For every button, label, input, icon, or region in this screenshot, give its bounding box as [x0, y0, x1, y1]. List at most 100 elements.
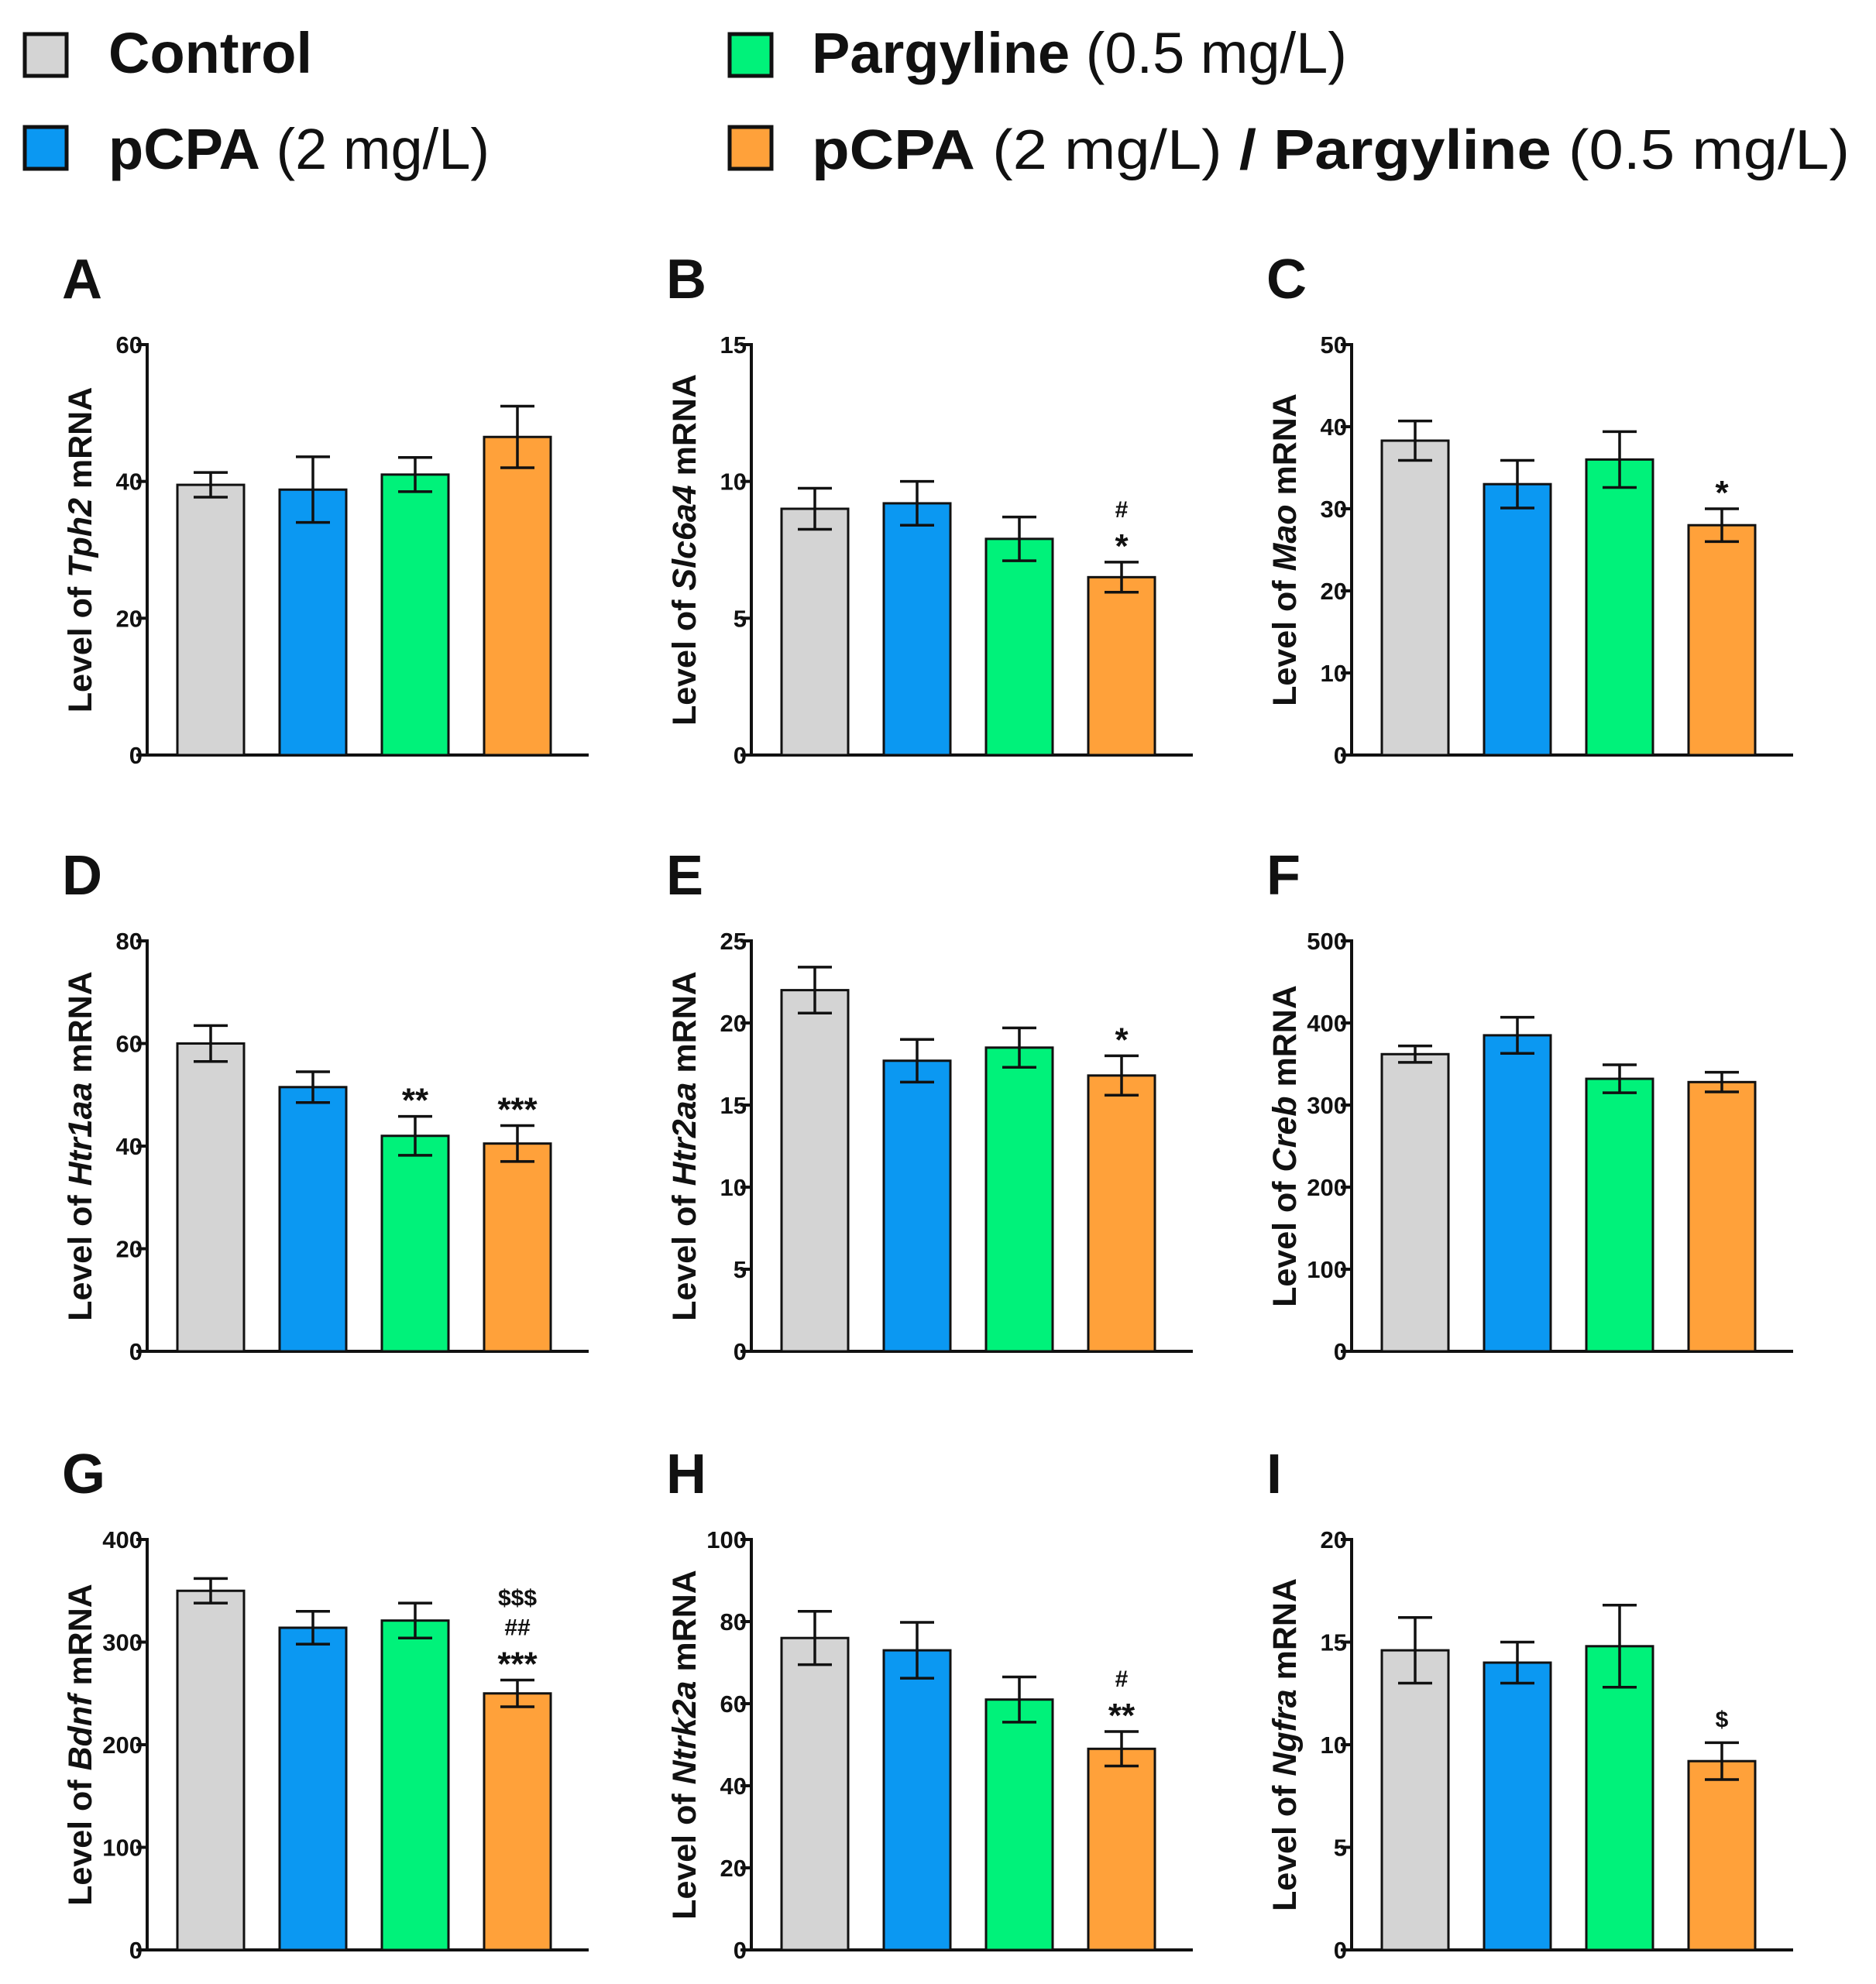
- panel-g-tick-label: 100: [102, 1835, 143, 1862]
- panel-h-bar-1: [780, 1636, 850, 1951]
- panel-c: C 0 10 20 30 40 50 Level of Mao mRNA *: [1266, 249, 1793, 769]
- panel-c-tick-label: 10: [1321, 660, 1347, 687]
- panel-h-bar-2: [882, 1649, 952, 1951]
- panel-h-tick-label: 80: [720, 1608, 747, 1636]
- panel-h-bar-4: [1087, 1747, 1156, 1951]
- panel-i-bar-2: [1483, 1661, 1552, 1951]
- legend-label-pcpa-dose: (2 mg/L): [260, 117, 490, 181]
- panel-b-tick-label: 5: [734, 605, 747, 632]
- panel-g-significance: ##: [504, 1615, 531, 1641]
- legend-label-combo-bold: pCPA: [812, 119, 975, 181]
- legend-item-control: Control: [22, 21, 312, 85]
- panel-c-significance: *: [1715, 474, 1729, 512]
- panel-b-tick-label: 0: [734, 742, 747, 769]
- panel-d-significance: **: [402, 1082, 429, 1120]
- panel-e-significance: *: [1115, 1021, 1129, 1059]
- panel-a-bar-4: [483, 435, 552, 757]
- panel-f-tick-label: 400: [1307, 1010, 1347, 1037]
- panel-c-tick-label: 20: [1321, 578, 1347, 605]
- panel-h-ylabel: Level of Ntrk2a mRNA: [666, 1570, 703, 1920]
- panel-c-bar-4: [1687, 523, 1757, 757]
- panel-e-tick-label: 0: [734, 1338, 747, 1365]
- svg-text:Pargyline (0.5 mg/L): Pargyline (0.5 mg/L): [812, 21, 1347, 85]
- legend-swatch-pcpa: [22, 125, 69, 171]
- panel-f-tick-label: 500: [1307, 928, 1347, 955]
- panel-g-bar-3: [380, 1619, 450, 1951]
- legend-label-pargyline-bold: Pargyline: [812, 21, 1070, 85]
- panel-d-tick-label: 20: [116, 1236, 143, 1263]
- panel-f-bar-3: [1585, 1077, 1654, 1353]
- panel-c-tick-label: 50: [1321, 331, 1347, 359]
- panel-e-bar-4: [1087, 1074, 1156, 1353]
- panel-c-letter: C: [1266, 249, 1307, 311]
- panel-i-significance: $: [1716, 1707, 1729, 1732]
- panel-h-tick-label: 0: [734, 1937, 747, 1964]
- legend-label-control: Control: [108, 21, 312, 85]
- panel-b-bar-2: [882, 502, 952, 757]
- panel-a-tick-label: 60: [116, 331, 143, 359]
- panel-f: F 0 100 200 300 400 500 Level of Creb mRNA: [1266, 845, 1793, 1365]
- panel-f-tick-label: 100: [1307, 1256, 1347, 1283]
- legend-label-combo-dose: (2 mg/L): [975, 119, 1239, 181]
- panel-a-tick-label: 40: [116, 469, 143, 496]
- panel-f-bar-4: [1687, 1080, 1757, 1353]
- panel-b-bar-3: [984, 537, 1054, 757]
- panel-e-tick-label: 20: [720, 1010, 747, 1037]
- legend-swatch-combo: [727, 125, 774, 171]
- panel-f-bar-2: [1483, 1034, 1552, 1353]
- panel-g-ylabel: Level of Bdnf mRNA: [62, 1584, 99, 1906]
- panel-b-bar-1: [780, 507, 850, 757]
- panel-b-significance: *: [1115, 527, 1129, 565]
- panel-c-bar-2: [1483, 482, 1552, 757]
- legend-label-combo-dose2: (0.5 mg/L): [1551, 119, 1850, 181]
- panel-g-tick-label: 300: [102, 1629, 143, 1656]
- panel-f-tick-label: 200: [1307, 1174, 1347, 1201]
- panel-h-tick-label: 100: [706, 1526, 747, 1553]
- panel-g-bar-2: [278, 1626, 348, 1951]
- panel-a-bar-1: [176, 483, 246, 757]
- panel-a-ylabel: Level of Tph2 mRNA: [62, 387, 99, 713]
- panel-i-tick-label: 15: [1321, 1629, 1347, 1656]
- legend-item-combo: pCPA (2 mg/L) / Pargyline (0.5 mg/L): [727, 119, 1850, 181]
- panel-a-bar-3: [380, 473, 450, 757]
- panel-a-bar-2: [278, 488, 348, 757]
- panel-a-tick-label: 20: [116, 605, 143, 632]
- panel-a-letter: A: [62, 249, 102, 311]
- panel-h-tick-label: 60: [720, 1691, 747, 1718]
- panel-e-tick-label: 5: [734, 1256, 747, 1283]
- panel-g: G 0 100 200 300 400 Level of Bdnf mRNA $$$ ## ***: [62, 1443, 589, 1964]
- svg-text:pCPA (2 mg/L) / Pargyline (0.5: pCPA (2 mg/L) / Pargyline (0.5 mg/L): [812, 119, 1850, 181]
- panel-f-letter: F: [1266, 845, 1300, 907]
- legend-label-pargyline-dose: (0.5 mg/L): [1070, 21, 1347, 85]
- panel-d-significance: ***: [497, 1091, 538, 1129]
- panel-c-tick-label: 40: [1321, 414, 1347, 441]
- panel-g-bar-4: [483, 1692, 552, 1951]
- panel-e: E 0 5 10 15 20 25 Level of Htr2aa mRNA *: [666, 845, 1193, 1365]
- panel-b-bar-4: [1087, 575, 1156, 757]
- legend: Control pCPA (2 mg/L) Pargyline (0.5 mg/…: [22, 21, 1850, 181]
- panel-f-ylabel: Level of Creb mRNA: [1266, 985, 1304, 1307]
- panel-g-tick-label: 0: [129, 1937, 143, 1964]
- panel-b-tick-label: 15: [720, 331, 747, 359]
- panel-i-bar-3: [1585, 1645, 1654, 1951]
- panel-g-tick-label: 200: [102, 1732, 143, 1759]
- panel-d-bar-4: [483, 1142, 552, 1353]
- panel-g-significance: $$$: [498, 1586, 537, 1612]
- legend-label-pcpa-bold: pCPA: [108, 117, 260, 181]
- panel-g-letter: G: [62, 1443, 105, 1505]
- panel-d-bar-1: [176, 1042, 246, 1353]
- legend-item-pcpa: pCPA (2 mg/L): [22, 117, 490, 181]
- panel-i-ylabel: Level of Ngfra mRNA: [1266, 1578, 1304, 1911]
- panel-i-tick-label: 0: [1334, 1937, 1347, 1964]
- panel-c-tick-label: 0: [1334, 742, 1347, 769]
- legend-label-combo-bold2: / Pargyline: [1239, 119, 1551, 181]
- panel-d-tick-label: 60: [116, 1031, 143, 1058]
- panel-e-tick-label: 25: [720, 928, 747, 955]
- legend-item-pargyline: Pargyline (0.5 mg/L): [727, 21, 1347, 85]
- panel-i: I 0 5 10 15 20 Level of Ngfra mRNA $: [1266, 1443, 1793, 1964]
- panel-b: B 0 5 10 15 Level of Slc6a4 mRNA # *: [666, 249, 1193, 769]
- panel-h-tick-label: 40: [720, 1773, 747, 1800]
- panel-d-letter: D: [62, 845, 102, 907]
- panel-b-tick-label: 10: [720, 469, 747, 496]
- panel-d-tick-label: 40: [116, 1133, 143, 1160]
